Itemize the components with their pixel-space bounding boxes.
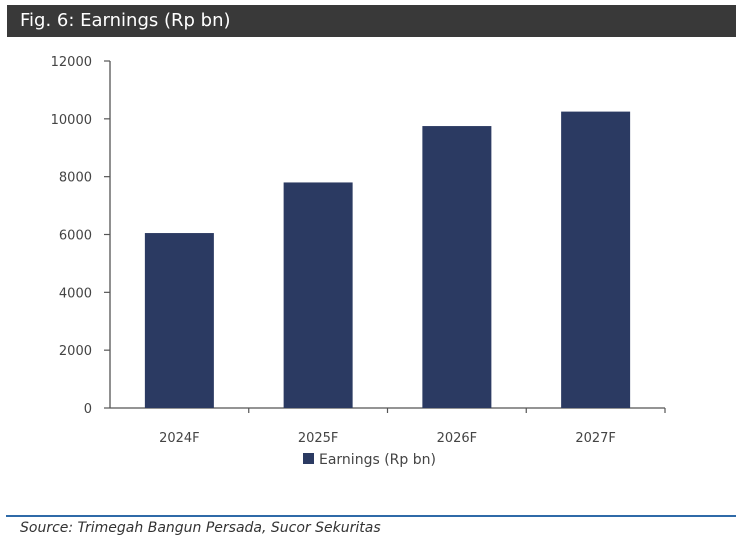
bar-2026F [422, 126, 492, 408]
earnings-bar-chart: 0 2000 4000 6000 8000 10000 12000 2024F 2025F 202… [51, 55, 666, 468]
y-tick-label: 8000 [59, 171, 92, 186]
source-note: Source: Trimegah Bangun Persada, Sucor S… [20, 520, 381, 536]
legend-label: Earnings (Rp bn) [319, 452, 436, 468]
bar-2024F [144, 233, 214, 408]
x-tick-label: 2025F [298, 431, 339, 446]
x-tick-label: 2024F [159, 431, 200, 446]
figure-title-bar: Fig. 6: Earnings (Rp bn) [7, 5, 736, 37]
y-tick-label: 4000 [59, 286, 92, 301]
y-tick-label: 0 [84, 402, 92, 417]
bar-2027F [561, 111, 631, 409]
y-tick-label: 6000 [59, 229, 92, 244]
y-tick-label: 10000 [51, 113, 92, 128]
y-tick-label: 12000 [51, 55, 92, 70]
figure-title: Fig. 6: Earnings (Rp bn) [20, 10, 231, 31]
y-tick-label: 2000 [59, 344, 92, 359]
x-tick-label: 2026F [437, 431, 478, 446]
legend-swatch [303, 453, 314, 464]
bar-2025F [283, 182, 353, 408]
footer-divider [6, 515, 736, 517]
x-tick-label: 2027F [575, 431, 616, 446]
